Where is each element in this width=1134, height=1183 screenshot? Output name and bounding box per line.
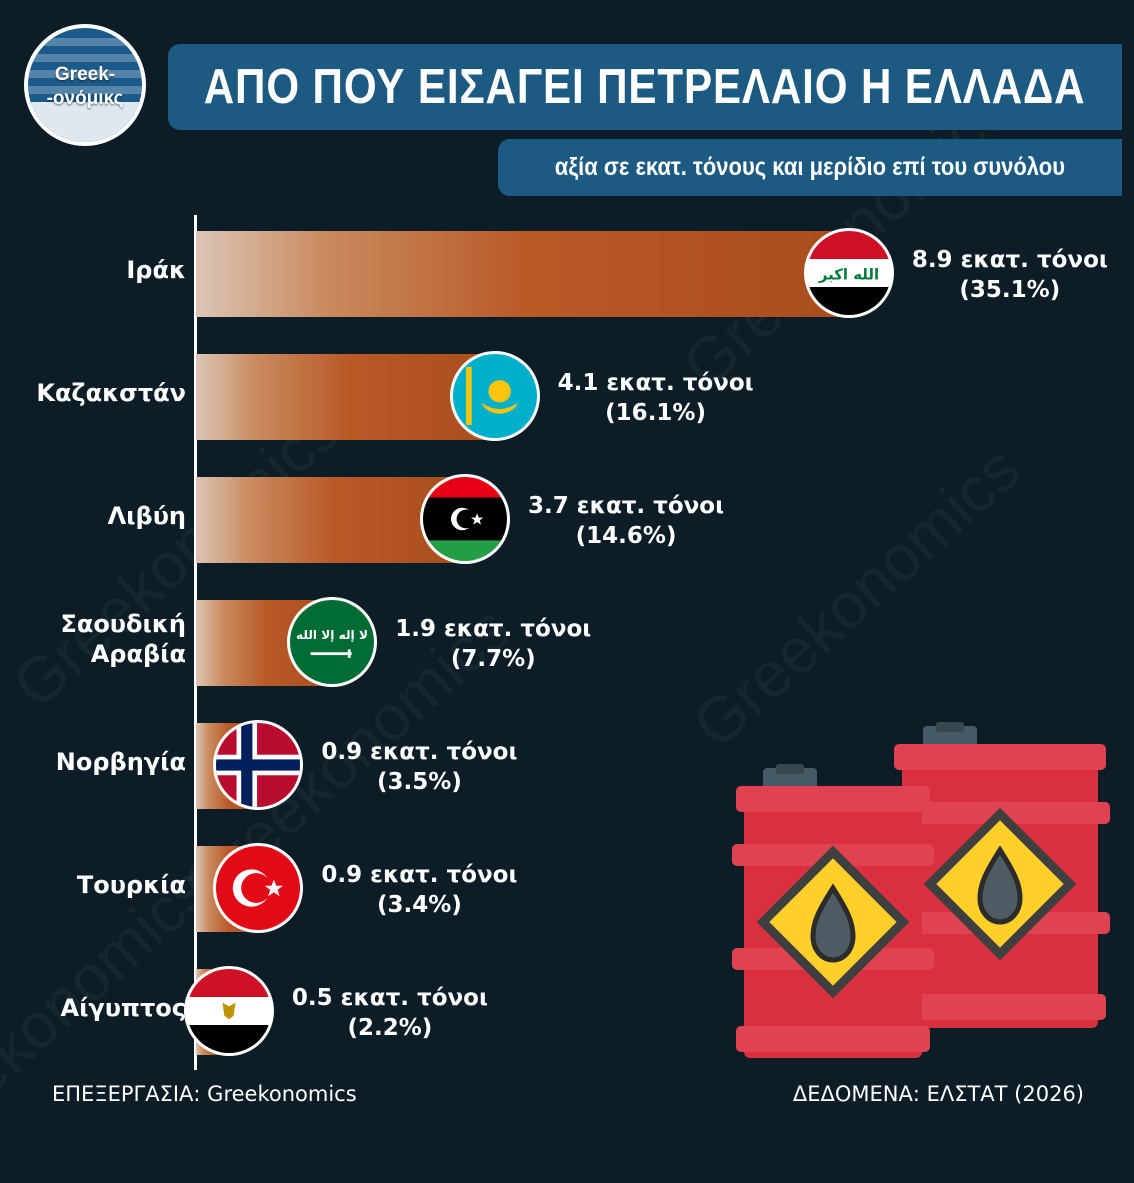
share-text: (3.4%) (377, 892, 462, 918)
value-text: 0.5 εκατ. τόνοι (291, 985, 488, 1011)
oil-barrels-icon (732, 722, 1110, 1058)
logo-text-line1: Greek- (54, 64, 116, 85)
share-text: (35.1%) (959, 277, 1061, 303)
front-barrel (732, 764, 934, 1058)
flag-saudi-arabia-icon: لا إله إلا الله (287, 597, 378, 687)
category-label: Νορβηγία (0, 747, 186, 777)
share-text: (3.5%) (377, 769, 462, 795)
value-text: 0.9 εκατ. τόνοι (321, 862, 518, 888)
bar (196, 231, 853, 317)
page-subtitle: αξία σε εκατ. τόνους και μερίδιο επί του… (554, 153, 1066, 181)
data-label: 8.9 εκατ. τόνοι (35.1%) (912, 245, 1108, 305)
category-label-line: Τουρκία (76, 871, 186, 899)
data-label: 0.5 εκατ. τόνοι (2.2%) (292, 983, 488, 1043)
category-label-line: Ιράκ (126, 256, 186, 284)
flag-egypt-icon (183, 966, 274, 1056)
category-label-line: Αίγυπτος (60, 994, 187, 1022)
subtitle-banner: αξία σε εκατ. τόνους και μερίδιο επί του… (498, 139, 1122, 196)
category-label-line: Σαουδική (60, 610, 186, 638)
value-text: 4.1 εκατ. τόνοι (557, 370, 754, 396)
y-axis-line (194, 215, 197, 1070)
flag-norway-icon (213, 720, 304, 810)
logo-text-line2: -ονόμικς (46, 88, 124, 109)
category-label-line: Νορβηγία (55, 748, 186, 776)
data-label: 3.7 εκατ. τόνοι (14.6%) (528, 491, 724, 551)
data-label: 1.9 εκατ. τόνοι (7.7%) (395, 614, 591, 674)
data-label: 0.9 εκατ. τόνοι (3.5%) (321, 737, 517, 797)
watermark: Greekonomics (678, 431, 1034, 762)
category-label: Αίγυπτος (0, 993, 187, 1023)
category-label: Ιράκ (0, 255, 186, 285)
bar (196, 354, 499, 440)
share-text: (7.7%) (450, 646, 536, 672)
value-text: 8.9 εκατ. τόνοι (911, 247, 1108, 273)
footer-credit: ΕΠΕΞΕΡΓΑΣΙΑ: Greekonomics (52, 1082, 357, 1106)
back-barrel (890, 722, 1110, 1028)
title-banner: ΑΠΟ ΠΟΥ ΕΙΣΑΓΕΙ ΠΕΤΡΕΛΑΙΟ Η ΕΛΛΑΔΑ (168, 44, 1122, 130)
greekonomics-logo: Greek- -ονόμικς (24, 24, 146, 146)
category-label: Λιβύη (0, 501, 186, 531)
flag-kazakhstan-icon (449, 351, 540, 441)
share-text: (16.1%) (605, 400, 706, 426)
flag-iraq-icon: الله اكبر (803, 228, 894, 318)
svg-text:لا إله إلا الله: لا إله إلا الله (296, 628, 368, 642)
value-text: 1.9 εκατ. τόνοι (395, 616, 592, 642)
flag-libya-icon (420, 474, 511, 564)
data-label: 4.1 εκατ. τόνοι (16.1%) (558, 368, 754, 428)
category-label-line: Αραβία (90, 640, 186, 668)
footer-source: ΔΕΔΟΜΕΝΑ: ΕΛΣΤΑΤ (2026) (792, 1082, 1084, 1106)
page-title: ΑΠΟ ΠΟΥ ΕΙΣΑΓΕΙ ΠΕΤΡΕΛΑΙΟ Η ΕΛΛΑΔΑ (204, 60, 1086, 114)
share-text: (2.2%) (347, 1015, 433, 1041)
category-label: Καζακστάν (0, 378, 186, 408)
value-text: 3.7 εκατ. τόνοι (528, 493, 725, 519)
data-label: 0.9 εκατ. τόνοι (3.4%) (321, 860, 517, 920)
value-text: 0.9 εκατ. τόνοι (321, 739, 518, 765)
category-label-line: Λιβύη (107, 502, 186, 530)
flag-turkey-icon (213, 843, 304, 933)
share-text: (14.6%) (575, 523, 677, 549)
svg-text:الله اكبر: الله اكبر (818, 266, 879, 284)
category-label: Σαουδική Αραβία (0, 609, 186, 669)
category-label: Τουρκία (0, 870, 186, 900)
category-label-line: Καζακστάν (36, 379, 186, 407)
